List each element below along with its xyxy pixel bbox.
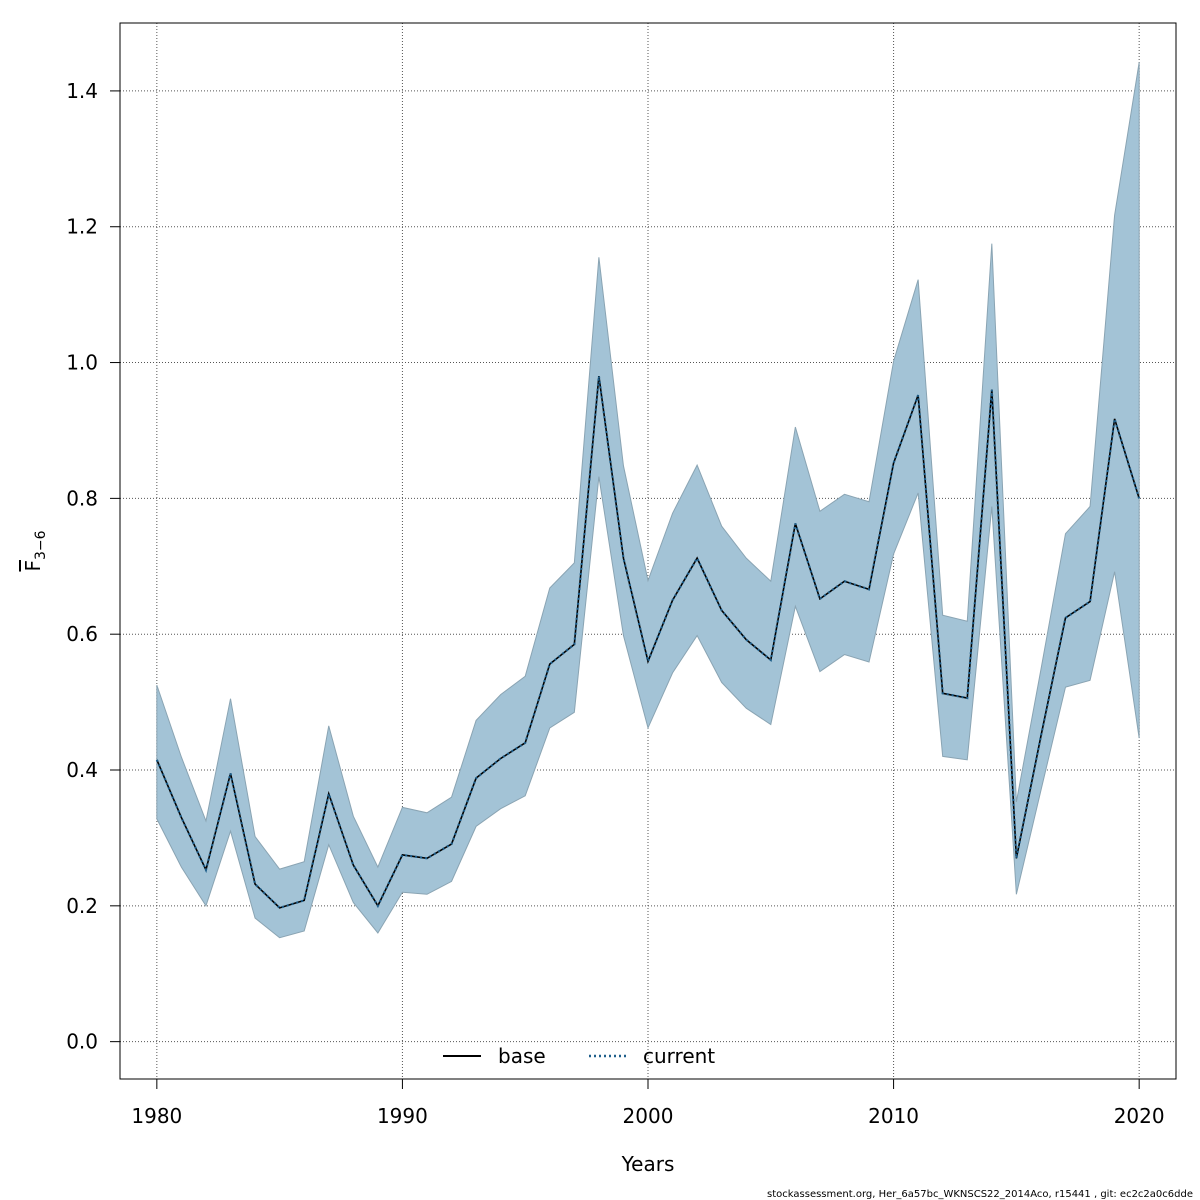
footer-note: stockassessment.org, Her_6a57bc_WKNSCS22… <box>767 1189 1193 1200</box>
y-tick-label: 0.2 <box>66 894 98 918</box>
y-axis-title-sub: 3−6 <box>33 530 49 560</box>
x-tick-label: 2000 <box>623 1104 674 1128</box>
y-tick-label: 0.0 <box>66 1030 98 1054</box>
axis-layer: 1980 1990 2000 2010 2020 0.0 0.2 0.4 0.6 0.8 1.0 1.… <box>66 79 1164 1128</box>
x-axis-title: Years <box>621 1152 675 1176</box>
confidence-band <box>156 62 1140 939</box>
x-tick-label: 1990 <box>377 1104 428 1128</box>
x-tick-label: 2010 <box>868 1104 919 1128</box>
x-tick-label: 1980 <box>131 1104 182 1128</box>
y-tick-label: 1.0 <box>66 351 98 375</box>
legend: base current <box>443 1044 715 1068</box>
legend-label-current: current <box>643 1044 715 1068</box>
confidence-band-layer <box>156 62 1140 939</box>
x-tick-label: 2020 <box>1114 1104 1165 1128</box>
series-layer <box>155 375 1141 910</box>
y-tick-label: 1.2 <box>66 215 98 239</box>
y-tick-label: 0.6 <box>66 622 98 646</box>
y-axis-title: F3−6 <box>21 530 49 571</box>
y-tick-label: 0.8 <box>66 486 98 510</box>
series-line-current <box>155 375 1141 910</box>
y-axis-title-main: F <box>21 560 45 572</box>
legend-label-base: base <box>498 1044 546 1068</box>
y-tick-label: 0.4 <box>66 758 98 782</box>
svg-text:F3−6: F3−6 <box>21 530 49 571</box>
y-tick-label: 1.4 <box>66 79 98 103</box>
